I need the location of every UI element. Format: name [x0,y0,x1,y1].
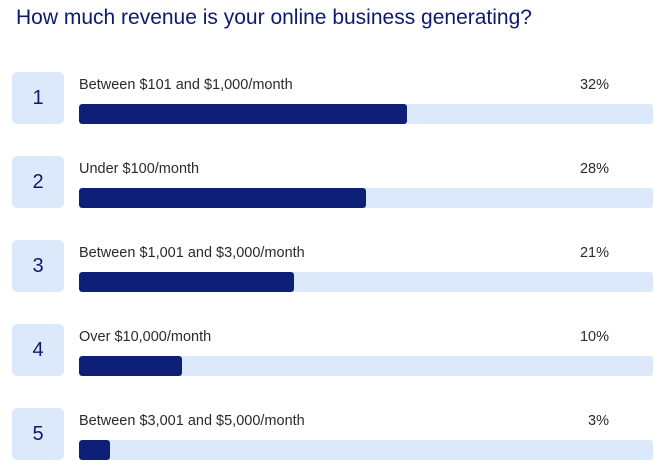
rank-badge: 3 [12,240,64,292]
percent-label: 10% [579,329,609,345]
list-item: 5 Between $3,001 and $5,000/month 3% [0,408,665,468]
bar-track [79,440,653,460]
bar [79,104,407,124]
bar-track [79,188,653,208]
category-label: Between $101 and $1,000/month [79,77,293,93]
percent-label: 3% [588,413,609,429]
list-item: 2 Under $100/month 28% [0,156,665,216]
rank-badge: 2 [12,156,64,208]
bar-track [79,104,653,124]
category-label: Between $3,001 and $5,000/month [79,413,305,429]
bar-track [79,356,653,376]
percent-label: 32% [579,77,609,93]
rank-badge: 1 [12,72,64,124]
list-item: 1 Between $101 and $1,000/month 32% [0,72,665,132]
bar [79,188,366,208]
percent-label: 21% [579,245,609,261]
rank-badge: 4 [12,324,64,376]
rank-badge: 5 [12,408,64,460]
category-label: Under $100/month [79,161,200,177]
bar [79,272,295,292]
bar [79,440,110,460]
list-item: 3 Between $1,001 and $3,000/month 21% [0,240,665,300]
bar-track [79,272,653,292]
percent-label: 28% [579,161,609,177]
bar [79,356,182,376]
page-title: How much revenue is your online business… [16,6,532,29]
list-item: 4 Over $10,000/month 10% [0,324,665,384]
category-label: Between $1,001 and $3,000/month [79,245,305,261]
category-label: Over $10,000/month [79,329,212,345]
